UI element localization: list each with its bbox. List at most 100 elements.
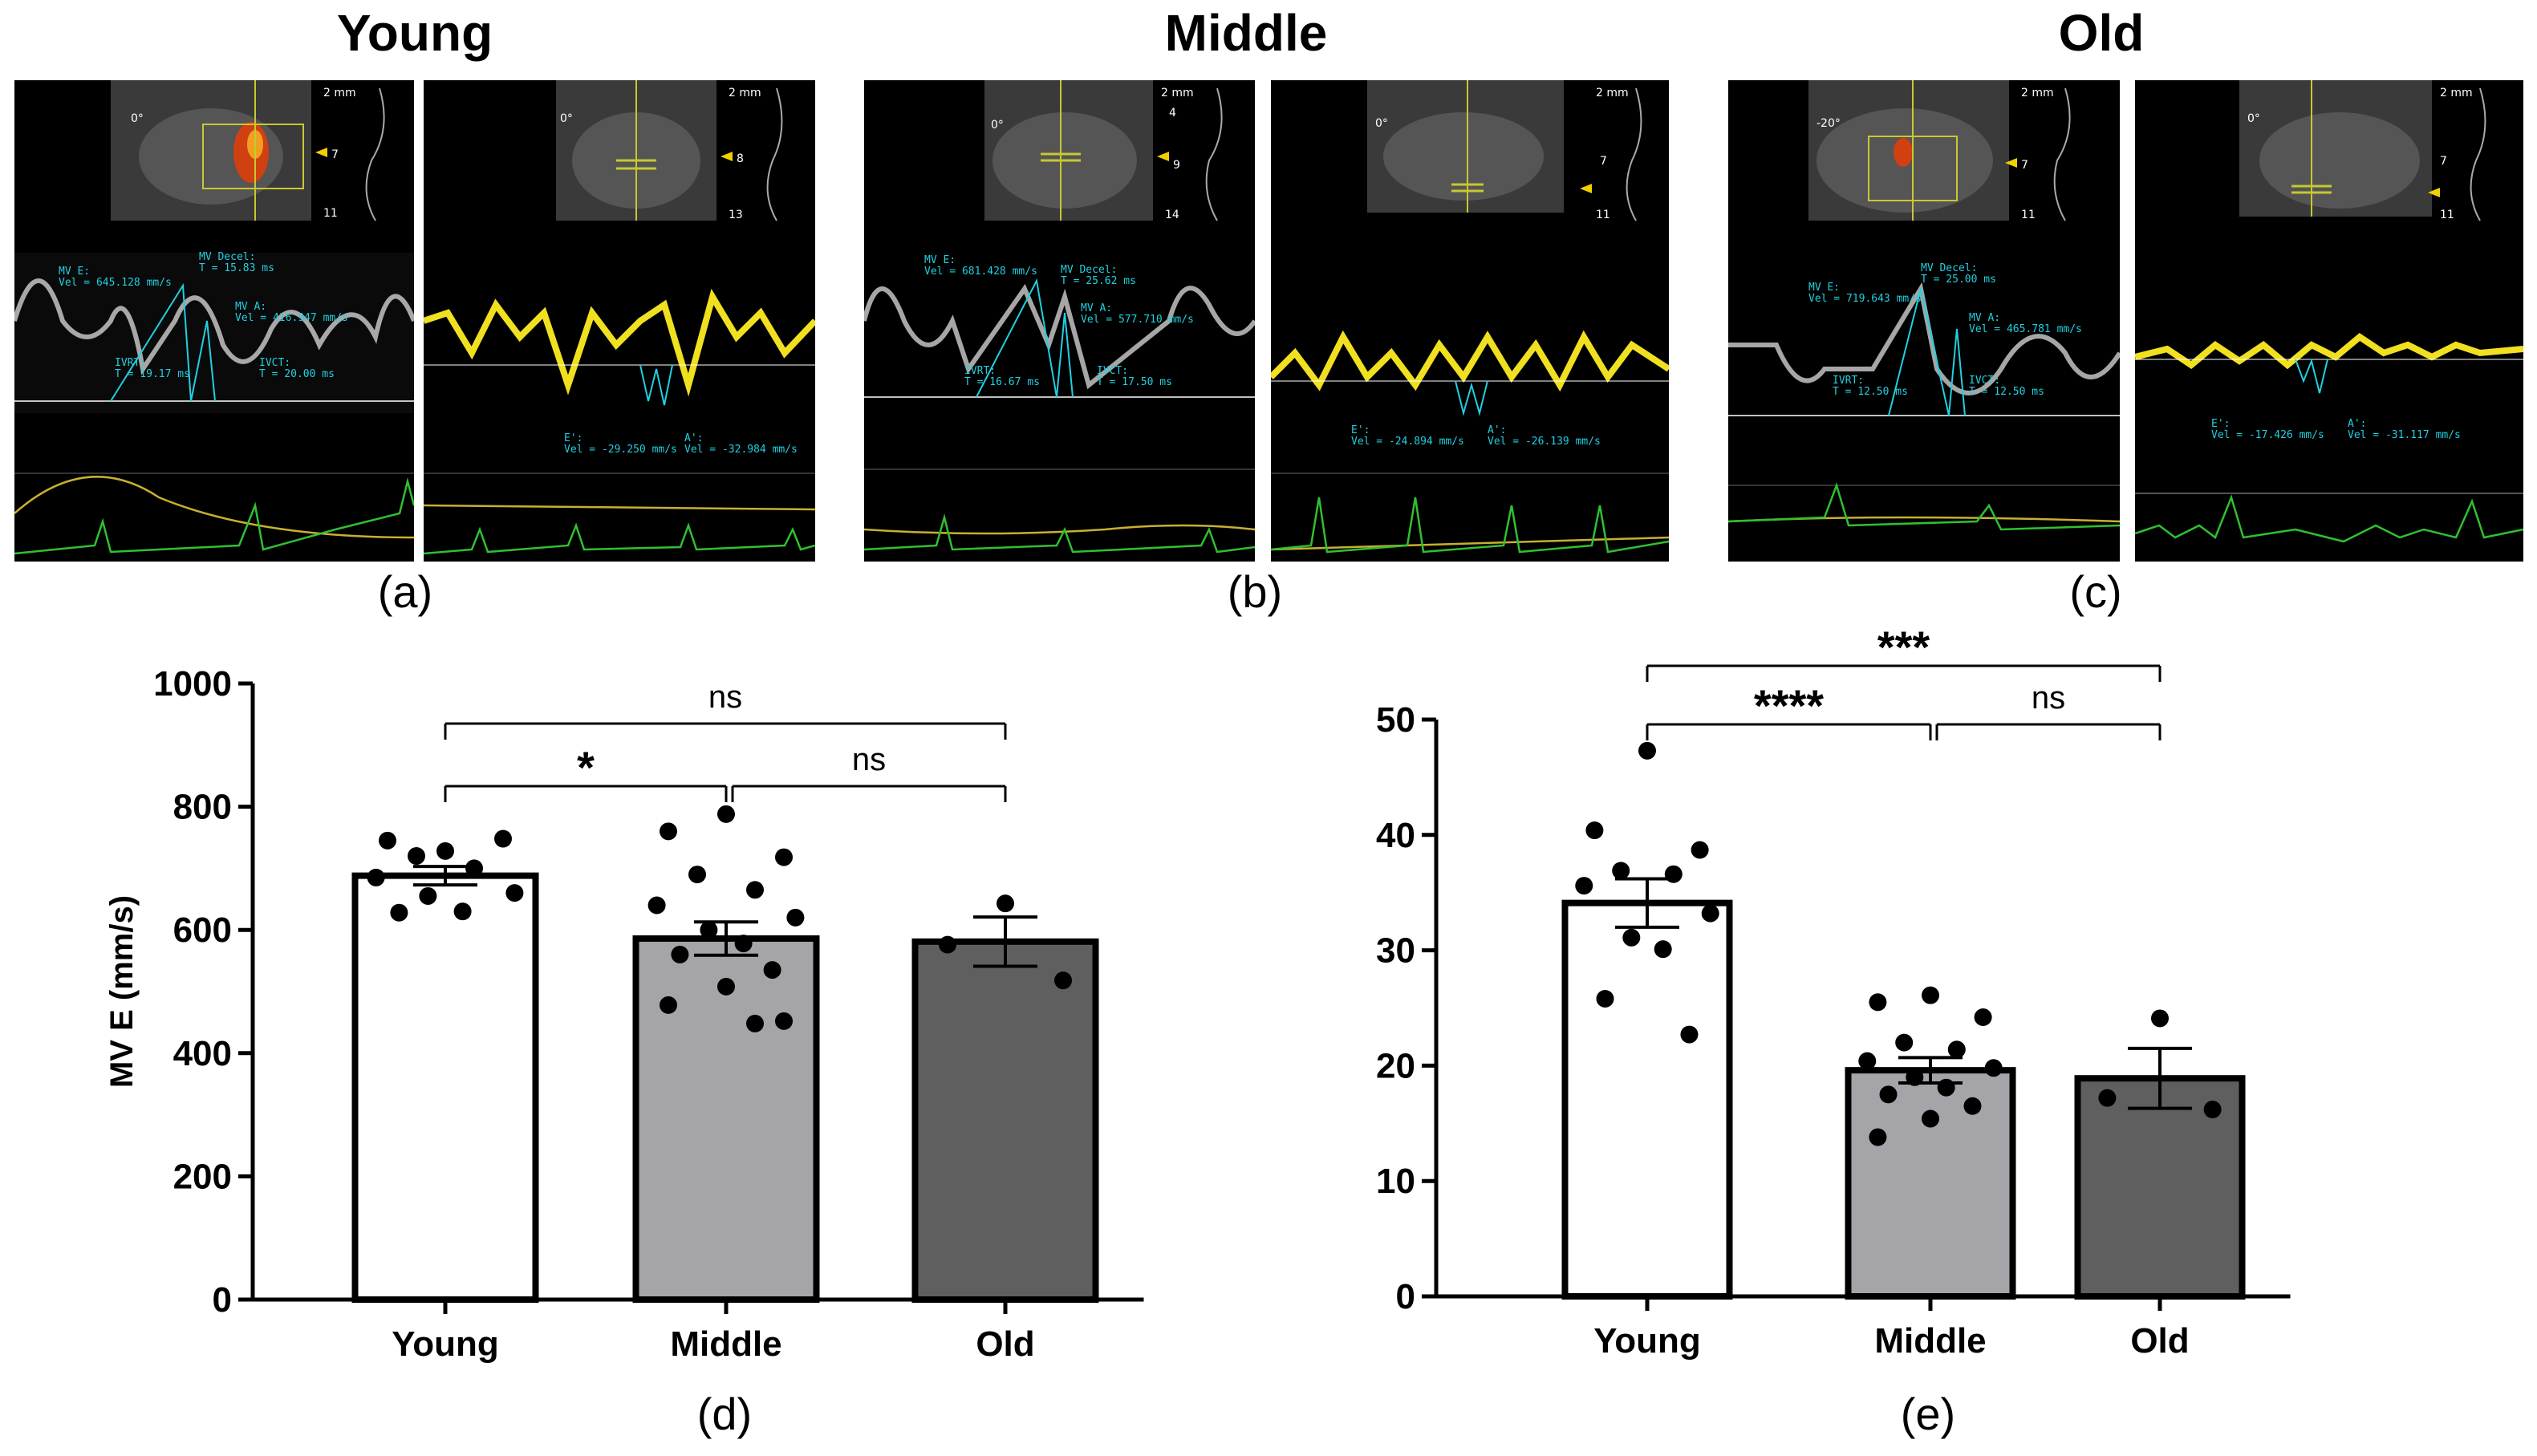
- doppler-waveform: [14, 278, 414, 375]
- significance-label: ns: [2032, 680, 2065, 716]
- data-point: [746, 1014, 764, 1032]
- svg-text:T = 15.83 ms: T = 15.83 ms: [199, 262, 274, 274]
- y-tick-label: 200: [173, 1157, 232, 1196]
- svg-text:2 mm: 2 mm: [1596, 87, 1629, 99]
- svg-text:T = 12.50 ms: T = 12.50 ms: [1969, 386, 2044, 398]
- depth-marker-icon: [2428, 188, 2440, 197]
- significance-bracket: [1646, 723, 1932, 740]
- y-tick-label: 50: [1376, 700, 1415, 740]
- svg-text:E':: E':: [1351, 424, 1370, 436]
- ecg-trace: [864, 513, 1255, 554]
- svg-text:0°: 0°: [560, 112, 573, 125]
- significance-label: *: [577, 742, 595, 793]
- svg-text:T = 16.67 ms: T = 16.67 ms: [964, 376, 1040, 388]
- data-point: [1622, 928, 1641, 947]
- data-point: [408, 847, 425, 866]
- echo-panel-young-mv: 0° 2 mm 7 11 MV E: Vel = 645.128 mm/s MV…: [14, 80, 414, 562]
- data-point: [660, 822, 677, 841]
- svg-text:2 mm: 2 mm: [323, 87, 356, 99]
- data-point: [1575, 877, 1593, 895]
- data-point: [1984, 1059, 2003, 1077]
- svg-text:MV E:: MV E:: [924, 254, 956, 266]
- svg-text:A':: A':: [2348, 418, 2366, 430]
- data-point: [505, 884, 524, 902]
- svg-text:2 mm: 2 mm: [2440, 87, 2473, 99]
- y-tick-label: 1000: [153, 664, 232, 704]
- data-point: [2098, 1089, 2117, 1107]
- bar-old: [911, 938, 1099, 1303]
- ecg-trace: [14, 477, 414, 555]
- svg-text:Vel = -31.117 mm/s: Vel = -31.117 mm/s: [2348, 429, 2461, 441]
- data-point: [1054, 971, 1072, 990]
- svg-text:T = 20.00 ms: T = 20.00 ms: [259, 368, 335, 380]
- data-point: [453, 902, 472, 921]
- svg-text:2 mm: 2 mm: [1161, 87, 1194, 99]
- data-point: [700, 921, 718, 939]
- svg-text:7: 7: [2021, 159, 2028, 172]
- svg-text:Vel = 577.710 mm/s: Vel = 577.710 mm/s: [1081, 314, 1194, 326]
- svg-text:Vel = 645.128 mm/s: Vel = 645.128 mm/s: [59, 277, 172, 289]
- svg-text:2 mm: 2 mm: [729, 87, 761, 99]
- svg-text:IVCT:: IVCT:: [1969, 375, 2000, 387]
- svg-text:11: 11: [2440, 209, 2454, 221]
- svg-text:7: 7: [331, 148, 339, 161]
- svg-text:14: 14: [1165, 209, 1179, 221]
- data-point: [1701, 904, 1719, 923]
- data-point: [786, 908, 805, 927]
- svg-text:T = 25.62 ms: T = 25.62 ms: [1061, 275, 1136, 287]
- depth-marker-icon: [721, 152, 733, 161]
- depth-marker-icon: [315, 148, 327, 157]
- svg-text:Vel = -32.984 mm/s: Vel = -32.984 mm/s: [684, 444, 798, 456]
- data-point: [647, 896, 666, 915]
- chart-e-prime: 01020304050E' (mm/s)YoungMiddleOld******…: [1376, 622, 2291, 1361]
- y-tick-label: 0: [213, 1280, 232, 1320]
- svg-text:MV Decel:: MV Decel:: [199, 251, 255, 263]
- svg-text:E':: E':: [564, 432, 582, 444]
- echo-panel-old-mv: -20° 2 mm 7 11 MV E: Vel = 719.643 mm/s …: [1728, 80, 2120, 562]
- svg-text:MV E:: MV E:: [59, 266, 90, 278]
- svg-text:A':: A':: [684, 432, 703, 444]
- data-point: [775, 1012, 793, 1030]
- svg-text:IVRT:: IVRT:: [115, 357, 146, 369]
- x-tick-label: Middle: [670, 1324, 781, 1364]
- y-tick-label: 10: [1376, 1162, 1415, 1201]
- data-point: [2151, 1009, 2169, 1028]
- echo-panel-old-tdi: 0° 2 mm 7 11 E': Vel = -17.426 mm/s A': …: [2135, 80, 2523, 562]
- group-title-old: Old: [2058, 4, 2145, 62]
- data-point: [390, 903, 408, 922]
- tdi-waveform: [424, 288, 815, 397]
- bar-middle: [1845, 1067, 2016, 1300]
- svg-text:T = 19.17 ms: T = 19.17 ms: [115, 368, 190, 380]
- data-point: [436, 842, 454, 860]
- data-point: [1963, 1097, 1982, 1115]
- doppler-waveform: [1728, 282, 2120, 395]
- svg-text:Vel = 416.947 mm/s: Vel = 416.947 mm/s: [235, 312, 348, 324]
- svg-text:Vel = -26.139 mm/s: Vel = -26.139 mm/s: [1488, 436, 1601, 448]
- svg-text:Vel = -29.250 mm/s: Vel = -29.250 mm/s: [564, 444, 677, 456]
- svg-text:MV E:: MV E:: [1808, 282, 1840, 294]
- significance-bracket: [1935, 723, 2162, 740]
- depth-marker-icon: [2005, 158, 2017, 168]
- y-tick-label: 600: [173, 911, 232, 950]
- svg-text:11: 11: [1596, 209, 1610, 221]
- group-title-young: Young: [336, 4, 493, 62]
- echo-panel-young-tdi: 0° 2 mm 8 13 E': Vel = -29.250 mm/s A': …: [424, 80, 815, 562]
- angle-label: 0°: [131, 112, 144, 125]
- svg-text:T = 25.00 ms: T = 25.00 ms: [1921, 274, 1996, 286]
- significance-label: ns: [852, 742, 886, 777]
- data-point: [2203, 1101, 2222, 1119]
- data-point: [494, 829, 512, 848]
- bar-old: [2074, 1075, 2246, 1300]
- significance-bracket: [444, 722, 1007, 740]
- svg-text:IVRT:: IVRT:: [964, 365, 996, 377]
- data-point: [734, 935, 753, 953]
- caption-e: (e): [1900, 1389, 1956, 1439]
- y-tick-label: 800: [173, 788, 232, 827]
- depth-marker-icon: [1157, 152, 1169, 161]
- caption-d: (d): [696, 1389, 753, 1439]
- data-point: [1680, 1025, 1699, 1044]
- x-tick-label: Old: [976, 1324, 1034, 1364]
- significance-label: ****: [1754, 680, 1824, 731]
- svg-text:4: 4: [1169, 107, 1176, 120]
- y-tick-label: 30: [1376, 931, 1415, 971]
